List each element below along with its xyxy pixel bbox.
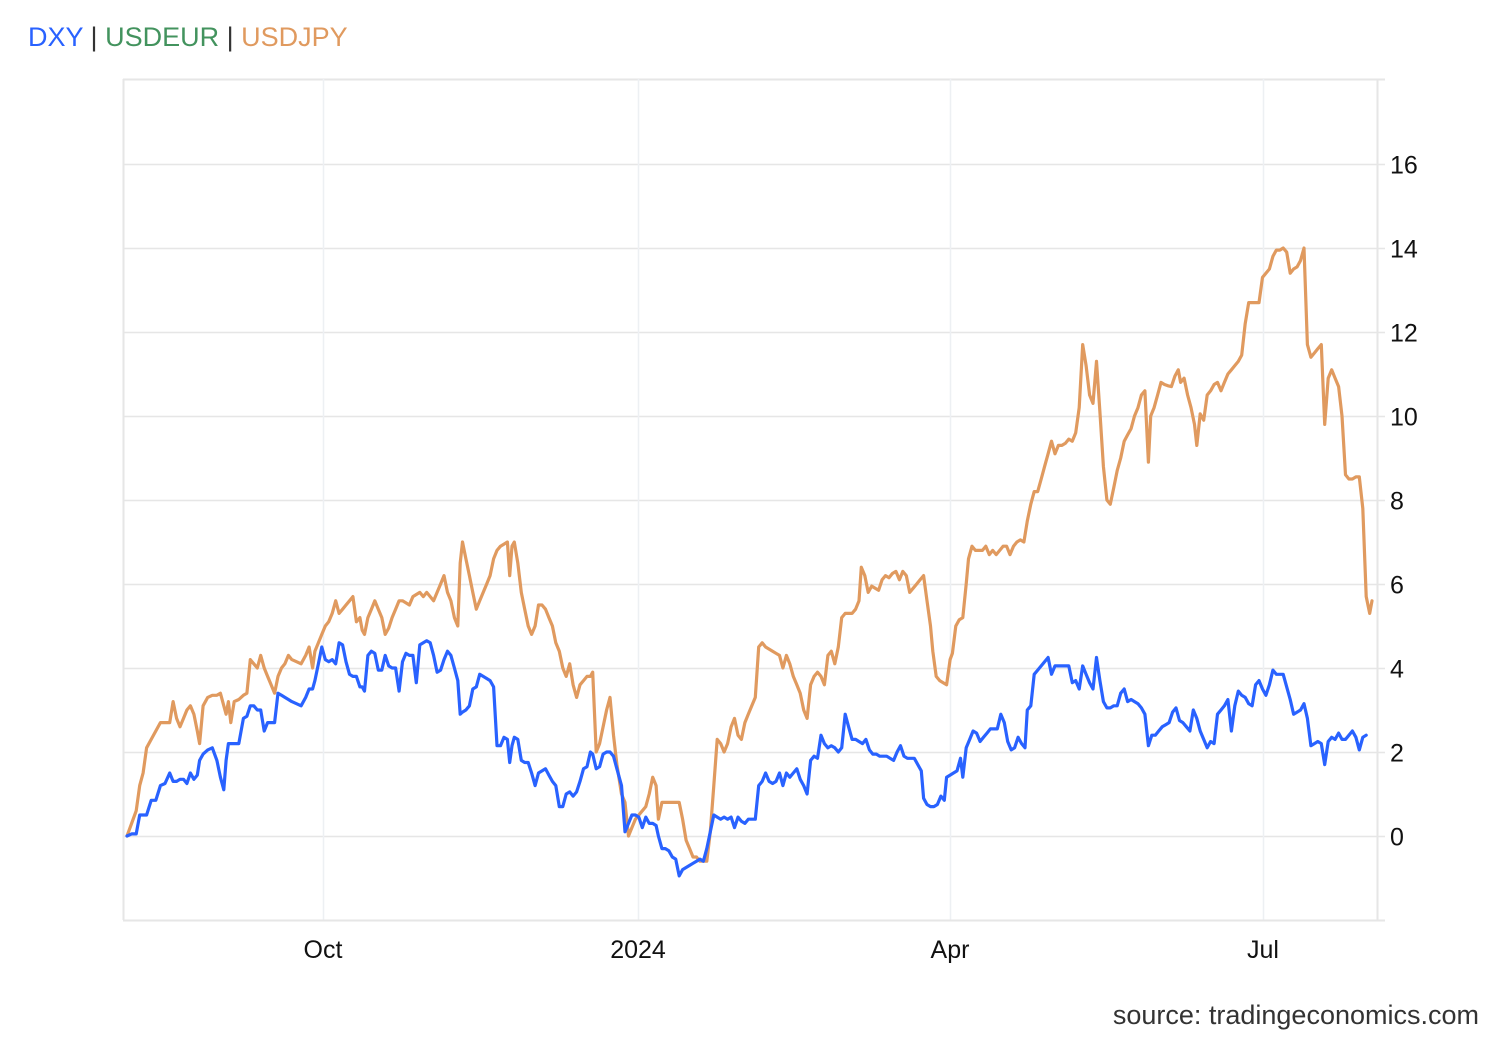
legend-separator: |	[90, 22, 98, 52]
y-tick-label: 8	[1390, 488, 1404, 516]
series-line-usdjpy	[125, 246, 1374, 863]
y-tick-label: 2	[1390, 740, 1404, 768]
legend-item-dxy[interactable]: DXY	[28, 22, 84, 52]
x-tick-label: Jul	[1247, 936, 1279, 964]
y-tick-label: 12	[1390, 320, 1418, 348]
legend-item-usdeur[interactable]: USDEUR	[105, 22, 220, 52]
y-tick-label: 16	[1390, 152, 1418, 180]
x-tick-label: 2024	[610, 936, 666, 964]
y-tick-label: 10	[1390, 404, 1418, 432]
y-tick-label: 4	[1390, 656, 1404, 684]
x-tick-label: Oct	[304, 936, 343, 964]
gridlines	[123, 78, 1385, 920]
series-line-dxy	[125, 639, 1368, 878]
legend-item-usdjpy[interactable]: USDJPY	[241, 22, 348, 52]
y-tick-label: 0	[1390, 824, 1404, 852]
y-tick-label: 6	[1390, 572, 1404, 600]
series-lines	[125, 246, 1374, 878]
axes	[122, 79, 1385, 922]
x-axis-ticks: Oct 2024 Apr Jul	[304, 936, 1279, 964]
legend-separator: |	[226, 22, 234, 52]
x-tick-label: Apr	[931, 936, 970, 964]
source-attribution: source: tradingeconomics.com	[1112, 1000, 1479, 1030]
y-tick-label: 14	[1390, 236, 1418, 264]
y-axis-ticks: 0 2 4 6 8 10 12 14 16	[1390, 152, 1418, 852]
chart-legend: DXY | USDEUR | USDJPY	[28, 22, 348, 53]
